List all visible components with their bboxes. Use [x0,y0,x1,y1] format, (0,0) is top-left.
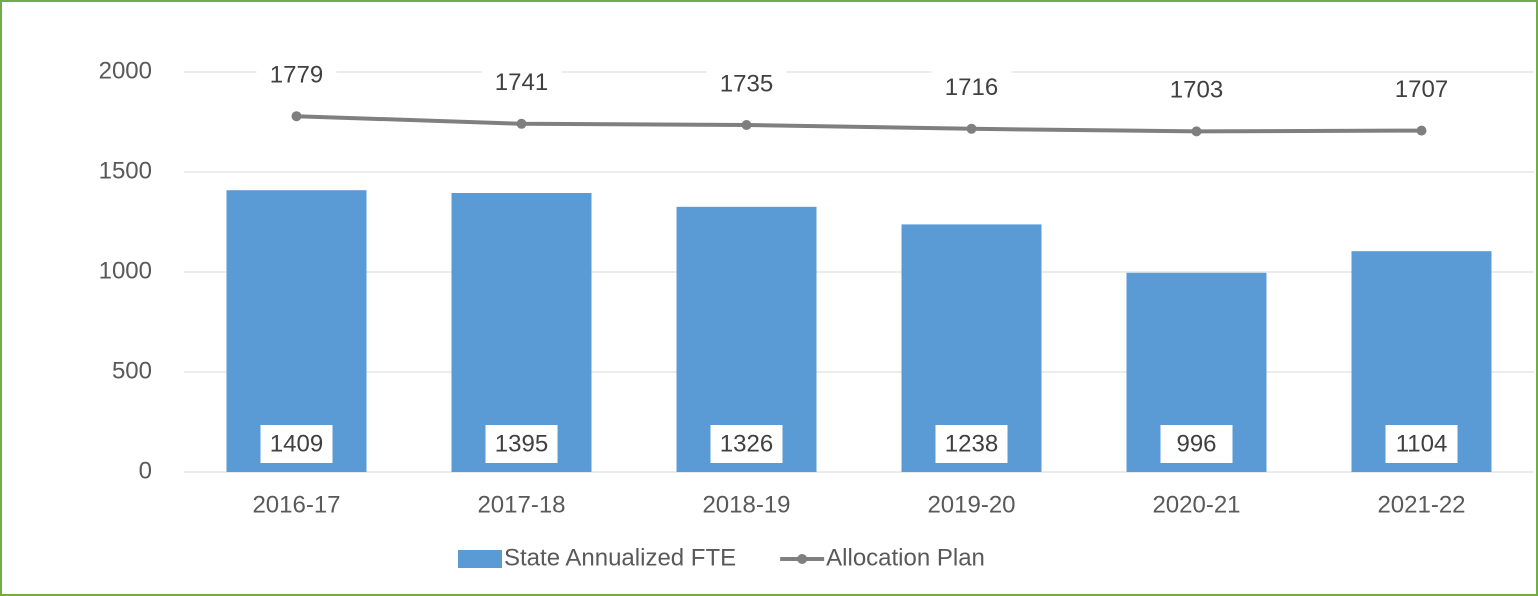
data-label: 1716 [945,74,998,101]
data-label-box [260,425,333,463]
line-marker [291,111,302,122]
legend-label: Allocation Plan [826,544,985,571]
data-label: 1779 [270,62,323,89]
data-label-bg [1381,72,1462,109]
y-tick-label: 1500 [99,157,152,184]
line [296,114,1422,134]
data-label-box [710,425,783,463]
legend-marker [797,554,808,564]
line-marker [516,118,527,129]
data-label: 1395 [495,430,548,457]
line-marker [1191,126,1202,137]
data-label-box [485,425,558,463]
data-label-bg [706,67,787,103]
y-tick-label: 500 [112,357,152,384]
data-label: 1409 [270,430,323,457]
x-tick-label: 2018-19 [702,491,790,518]
data-label: 1703 [1170,77,1223,104]
y-tick-label: 2000 [99,57,152,84]
data-label-bg [256,58,337,95]
y-tick-label: 0 [139,457,152,484]
y-tick-label: 1000 [99,257,152,284]
line-marker [966,123,977,134]
x-tick-label: 2017-18 [477,491,565,518]
data-label: 1741 [495,69,548,96]
x-tick-label: 2020-21 [1152,491,1240,518]
data-label: 1735 [720,70,773,97]
data-label: 1707 [1395,76,1448,103]
data-label: 1238 [945,430,998,457]
x-tick-label: 2021-22 [1377,491,1465,518]
legend-label: State Annualized FTE [504,544,736,571]
data-label: 1326 [720,430,773,457]
x-tick-label: 2016-17 [252,491,340,518]
data-label-bg [1156,73,1237,110]
data-label: 996 [1176,430,1216,457]
x-tick-label: 2019-20 [927,491,1015,518]
data-label: 1104 [1396,430,1448,457]
legend-swatch [458,550,502,568]
line-marker [741,120,752,130]
data-label-bg [481,65,562,102]
data-label-box [1160,425,1233,463]
data-label-box [935,425,1008,463]
data-label-box [1385,425,1458,463]
line-marker [1416,125,1427,136]
data-label-bg [931,70,1012,107]
